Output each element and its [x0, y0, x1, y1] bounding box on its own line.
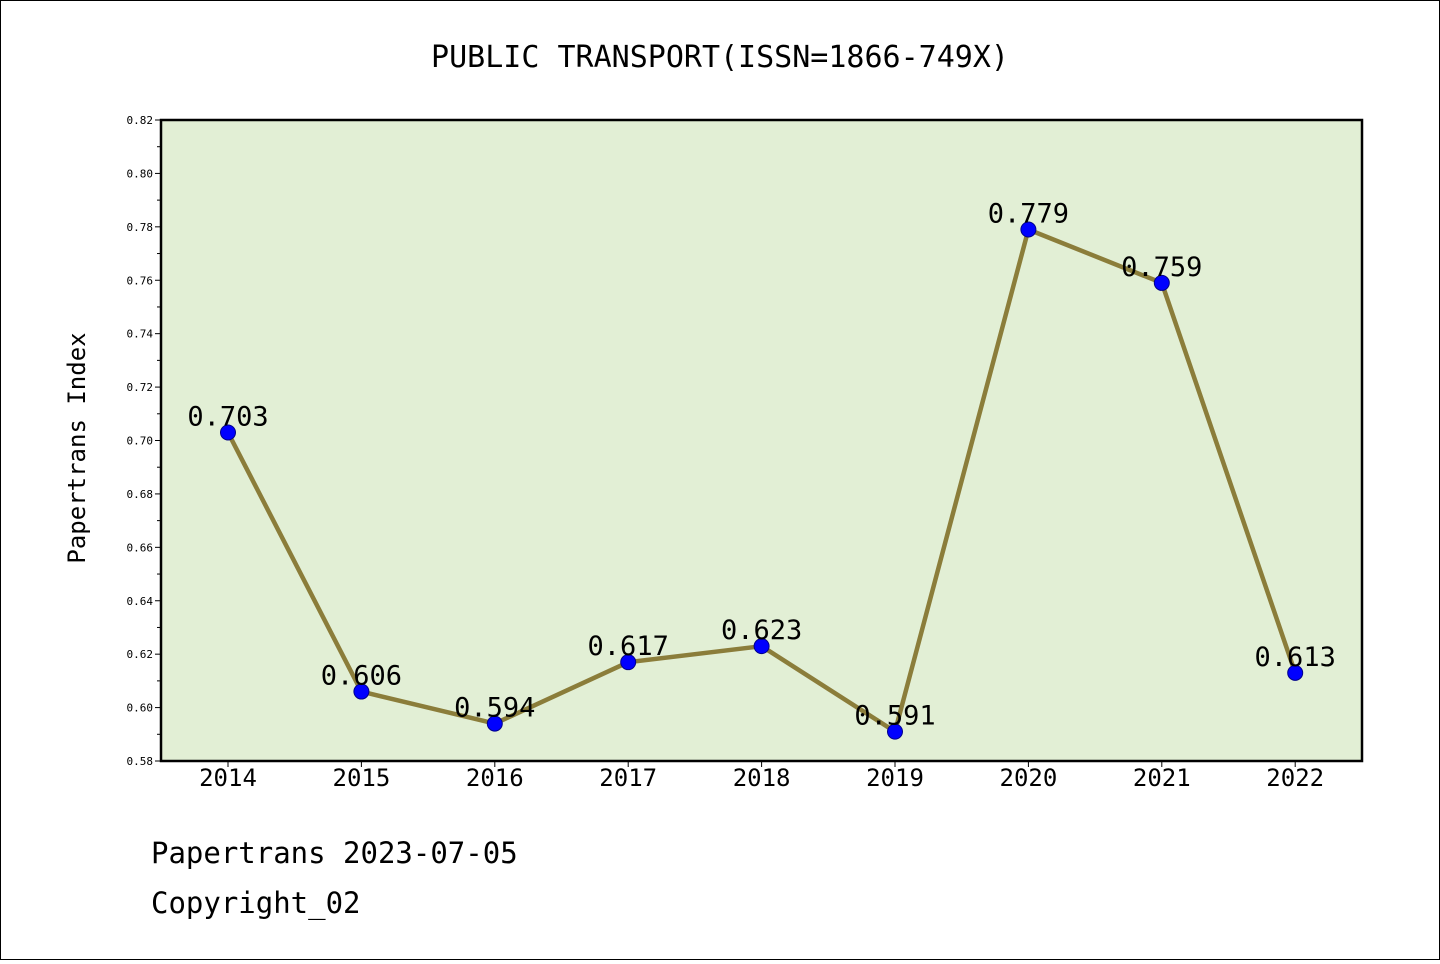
- y-axis: 0.58 0.60 0.62 0.64 0.66 0.68 0.70 0.72 0.74 0.76…: [127, 114, 161, 768]
- y-tick-label: 0.80: [127, 167, 154, 180]
- y-tick-label: 0.72: [127, 381, 154, 394]
- data-point-marker: [887, 723, 903, 740]
- y-tick-label: 0.58: [127, 755, 154, 768]
- y-tick-label: 0.66: [127, 541, 154, 554]
- x-tick-label: 2019: [866, 764, 924, 792]
- x-tick-label: 2021: [1133, 764, 1191, 792]
- x-tick-label: 2020: [1000, 764, 1058, 792]
- y-tick-label: 0.74: [127, 328, 154, 341]
- y-tick-label: 0.78: [127, 221, 154, 234]
- data-point-marker: [1287, 664, 1304, 681]
- data-label: 0.759: [1121, 252, 1202, 283]
- y-tick-label: 0.70: [127, 435, 154, 448]
- x-tick-label: 2015: [333, 764, 391, 792]
- x-tick-label: 2017: [599, 764, 657, 792]
- data-point-marker: [620, 654, 637, 671]
- chart-title: PUBLIC TRANSPORT(ISSN=1866-749X): [431, 40, 1009, 75]
- y-tick-label: 0.60: [127, 702, 154, 715]
- footer-copyright: Copyright_02: [151, 886, 361, 920]
- y-tick-label: 0.76: [127, 274, 154, 287]
- y-axis-label: Papertrans Index: [63, 332, 91, 563]
- x-tick-label: 2018: [733, 764, 791, 792]
- data-point-marker: [220, 424, 236, 441]
- x-tick-label: 2014: [199, 764, 257, 792]
- x-tick-label: 2016: [466, 764, 524, 792]
- data-point-marker: [753, 638, 770, 655]
- y-tick-label: 0.62: [127, 648, 154, 661]
- data-point-marker: [1020, 221, 1037, 238]
- footer-date: Papertrans 2023-07-05: [151, 836, 518, 870]
- data-point-marker: [486, 715, 503, 732]
- x-axis: 2014 2015 2016 2017 2018 2019 2020 2021 2022: [199, 761, 1324, 792]
- data-label: 0.623: [721, 615, 802, 646]
- series-group: 0.703 0.606 0.594 0.617 0.623 0.591 0.779 0.759…: [187, 199, 1336, 740]
- plot-area: [159, 118, 1364, 763]
- data-label: 0.606: [321, 661, 402, 692]
- data-point-marker: [1153, 274, 1170, 291]
- data-label: 0.703: [187, 401, 268, 432]
- data-label: 0.594: [454, 693, 535, 724]
- y-tick-label: 0.82: [127, 114, 154, 127]
- y-tick-label: 0.68: [127, 488, 154, 501]
- data-label: 0.591: [854, 701, 935, 732]
- data-label: 0.613: [1255, 642, 1336, 673]
- data-point-marker: [353, 683, 370, 700]
- x-tick-label: 2022: [1266, 764, 1324, 792]
- data-label: 0.779: [988, 199, 1069, 230]
- data-label: 0.617: [588, 631, 669, 662]
- y-tick-label: 0.64: [127, 595, 154, 608]
